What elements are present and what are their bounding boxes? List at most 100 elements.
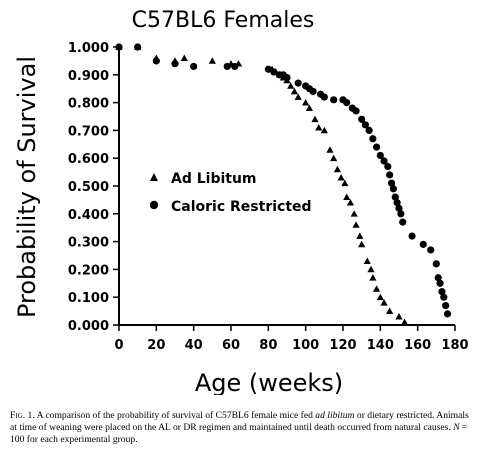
circle-point bbox=[436, 279, 444, 287]
circle-point bbox=[408, 232, 416, 240]
triangle-point bbox=[330, 154, 338, 162]
legend-label-caloric-restricted: Caloric Restricted bbox=[171, 199, 312, 215]
circle-point bbox=[190, 62, 198, 71]
x-tick-label: 180 bbox=[441, 338, 468, 353]
triangle-point bbox=[311, 115, 319, 123]
circle-point bbox=[434, 274, 442, 282]
circle-point bbox=[134, 43, 142, 51]
triangle-point bbox=[356, 232, 364, 239]
triangle-point bbox=[401, 318, 409, 326]
caption-ad-libitum-term: ad libitum bbox=[315, 410, 355, 421]
circle-point bbox=[369, 135, 377, 143]
circle-point bbox=[442, 301, 450, 310]
circle-point bbox=[358, 115, 366, 123]
circle-point bbox=[386, 171, 394, 179]
circle-point bbox=[397, 210, 405, 218]
circle-point bbox=[320, 93, 328, 101]
x-tick-label: 0 bbox=[114, 338, 123, 353]
triangle-point bbox=[363, 257, 371, 264]
circle-point bbox=[171, 60, 179, 68]
triangle-point bbox=[180, 54, 188, 61]
legend-label-ad-libitum: Ad Libitum bbox=[171, 171, 257, 187]
circle-point bbox=[395, 204, 403, 212]
x-axis-label: Age (weeks) bbox=[195, 369, 343, 395]
circle-point bbox=[399, 218, 407, 226]
legend-triangle-marker bbox=[150, 173, 158, 181]
figure-caption: Fig. 1. A comparison of the probability … bbox=[10, 410, 472, 446]
data-points bbox=[115, 43, 452, 326]
triangle-point bbox=[350, 210, 358, 217]
circle-point bbox=[365, 126, 373, 134]
x-tick-label: 140 bbox=[367, 338, 394, 353]
triangle-point bbox=[341, 179, 349, 187]
x-tick-label: 40 bbox=[185, 338, 203, 353]
x-tick-label: 60 bbox=[222, 338, 240, 353]
y-tick-label: 0.200 bbox=[68, 263, 109, 278]
x-tick-label: 80 bbox=[259, 338, 277, 353]
legend-circle-marker bbox=[149, 200, 159, 210]
x-tick-label: 160 bbox=[404, 338, 431, 353]
caption-text-part-1: A comparison of the probability of survi… bbox=[36, 410, 313, 421]
y-tick-label: 0.800 bbox=[68, 97, 109, 112]
y-tick-label: 0.000 bbox=[68, 319, 109, 334]
triangle-point bbox=[333, 165, 341, 173]
x-tick-label: 20 bbox=[147, 338, 165, 353]
triangle-point bbox=[386, 307, 394, 314]
caption-figure-label: Fig. 1. bbox=[10, 410, 35, 421]
circle-point bbox=[361, 121, 369, 129]
circle-point bbox=[387, 179, 396, 187]
circle-point bbox=[432, 260, 440, 268]
triangle-point bbox=[369, 274, 377, 281]
triangle-point bbox=[208, 57, 216, 64]
y-tick-label: 0.100 bbox=[68, 291, 109, 306]
circle-point bbox=[309, 87, 317, 96]
triangle-point bbox=[290, 87, 299, 95]
triangle-point bbox=[395, 313, 403, 320]
triangle-point bbox=[337, 174, 345, 181]
y-tick-label: 1.000 bbox=[68, 41, 109, 56]
triangle-point bbox=[305, 104, 313, 112]
triangle-point bbox=[320, 126, 328, 134]
triangle-point bbox=[373, 285, 381, 292]
circle-point bbox=[438, 288, 446, 296]
circle-point bbox=[223, 62, 231, 71]
circle-point bbox=[389, 185, 397, 193]
triangle-point bbox=[380, 299, 388, 306]
circle-point bbox=[393, 199, 401, 207]
circle-point bbox=[373, 143, 381, 151]
circle-point bbox=[391, 193, 399, 201]
triangle-point bbox=[376, 293, 384, 301]
y-tick-label: 0.600 bbox=[68, 152, 109, 167]
survival-chart: C57BL6 Females Probability of Survival A… bbox=[13, 8, 469, 395]
triangle-point bbox=[346, 199, 355, 206]
x-tick-label: 120 bbox=[329, 338, 356, 353]
triangle-point bbox=[352, 221, 360, 228]
y-tick-label: 0.700 bbox=[68, 124, 109, 139]
circle-point bbox=[330, 96, 338, 104]
caption-text-part-2: or dietary restricted. Animals at time o… bbox=[10, 410, 469, 433]
y-tick-label: 0.400 bbox=[68, 208, 109, 223]
circle-point bbox=[427, 246, 435, 254]
triangle-point bbox=[367, 265, 375, 273]
y-axis-label: Probability of Survival bbox=[13, 56, 41, 318]
circle-point bbox=[440, 293, 448, 301]
triangle-point bbox=[302, 99, 310, 106]
circle-point bbox=[264, 65, 272, 73]
circle-point bbox=[380, 157, 388, 165]
chart-title: C57BL6 Females bbox=[132, 8, 315, 33]
legend: Ad Libitum Caloric Restricted bbox=[149, 171, 312, 215]
circle-point bbox=[376, 151, 384, 160]
circle-point bbox=[384, 162, 392, 171]
circle-point bbox=[343, 99, 351, 107]
triangle-point bbox=[358, 240, 366, 248]
x-tick-label: 100 bbox=[292, 338, 319, 353]
triangle-point bbox=[326, 146, 334, 153]
circle-point bbox=[352, 107, 360, 115]
circle-point bbox=[270, 68, 278, 76]
triangle-point bbox=[294, 93, 302, 100]
caption-n-variable: N bbox=[453, 422, 460, 433]
triangle-point bbox=[315, 124, 323, 131]
caption-text-part-3: = 100 for each experimental group. bbox=[10, 422, 468, 445]
circle-point bbox=[443, 310, 452, 318]
